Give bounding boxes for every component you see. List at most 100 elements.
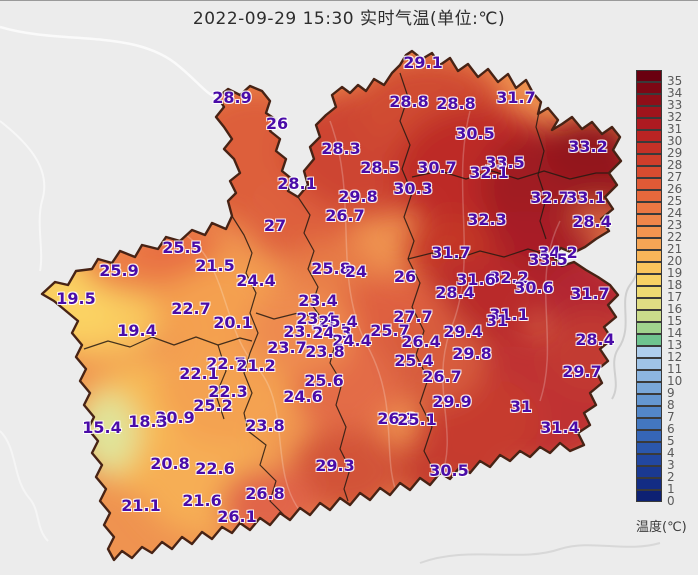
temp-label: 19.5 [56,289,96,308]
colorbar-cell [636,490,662,502]
colorbar-row: 12 [636,346,687,363]
temp-label: 21.2 [236,356,276,375]
colorbar-row: 28 [636,154,687,171]
colorbar-row: 18 [636,274,687,291]
temp-label: 26.2 [377,409,417,428]
colorbar-tick: 28 [667,158,683,172]
colorbar-tick: 1 [667,482,675,496]
temp-label: 33.1 [566,188,606,207]
colorbar-tick: 34 [667,86,683,100]
prefecture-borders [83,72,609,516]
temp-label: 24.6 [283,387,323,406]
colorbar-tick: 33 [667,98,683,112]
temp-label: 29.7 [562,362,602,381]
temp-label: 23.8 [245,416,285,435]
colorbar-tick: 21 [667,242,683,256]
temp-label: 18.3 [128,412,168,431]
colorbar-tick: 27 [667,170,683,184]
temp-label: 28.1 [277,174,317,193]
colorbar-row: 16 [636,298,687,315]
colorbar-cell [636,130,662,142]
temp-label: 32.7 [530,188,570,207]
temp-label: 30.5 [455,124,495,143]
colorbar-row: 32 [636,106,687,123]
temp-label: 20.8 [150,454,190,473]
colorbar-tick: 12 [667,350,683,364]
colorbar-cell [636,382,662,394]
temp-label: 29.1 [403,53,443,72]
colorbar-cell [636,454,662,466]
colorbar-cell [636,118,662,130]
colorbar-cell [636,478,662,490]
colorbar-cell [636,190,662,202]
temp-label: 32.2 [489,268,529,287]
temp-label: 26 [393,267,417,286]
temp-label: 33.5 [485,153,525,172]
colorbar-cell [636,166,662,178]
temp-label: 28.3 [321,139,361,158]
colorbar-cell [636,346,662,358]
colorbar-tick: 31 [667,122,683,136]
colorbar-tick: 6 [667,422,675,436]
temp-label: 34.2 [538,243,578,262]
colorbar-row: 11 [636,358,687,375]
colorbar-tick: 11 [667,362,683,376]
colorbar-tick: 8 [667,398,675,412]
colorbar-row: 31 [636,118,687,135]
colorbar-row: 5 [636,430,687,447]
temp-label: 28.4 [575,330,615,349]
temp-label: 30.6 [514,278,554,297]
temp-label: 21.5 [195,256,235,275]
colorbar-cell [636,154,662,166]
colorbar-row: 8 [636,394,687,411]
colorbar-tick: 18 [667,278,683,292]
temp-label: 23.7 [267,338,307,357]
colorbar-tick: 3 [667,458,675,472]
temp-label: 31.6 [456,270,496,289]
colorbar-row: 23 [636,214,687,231]
colorbar-row: 6 [636,418,687,435]
temp-label: 28.4 [572,212,612,231]
temp-label: 31 [485,311,509,330]
temp-label: 24.3 [312,323,352,342]
colorbar-row: 20 [636,250,687,267]
colorbar-tick: 32 [667,110,683,124]
colorbar-cell [636,286,662,298]
colorbar-cell [636,142,662,154]
colorbar-tick: 30 [667,134,683,148]
colorbar-cell [636,238,662,250]
temp-label: 31.7 [570,284,610,303]
colorbar-tick: 5 [667,434,675,448]
colorbar-cell [636,214,662,226]
temp-label: 23.7 [283,322,323,341]
colorbar-cell [636,466,662,478]
temp-label: 24.4 [332,331,372,350]
temp-label: 32.1 [469,163,509,182]
colorbar-tick: 0 [667,494,675,508]
colorbar-row: 21 [636,238,687,255]
temp-label: 29.9 [432,392,472,411]
colorbar-cell [636,322,662,334]
temp-label: 31 [509,397,533,416]
temp-label: 26.7 [325,206,365,225]
colorbar-row: 22 [636,226,687,243]
colorbar-tick: 4 [667,446,675,460]
temp-label: 22.6 [195,459,235,478]
temp-label: 25.5 [162,238,202,257]
temp-label: 32.3 [467,210,507,229]
temp-label: 26 [265,114,289,133]
colorbar-cell [636,250,662,262]
colorbar-tick: 35 [667,74,683,88]
colorbar: 35 34 33 32 31 30 29 28 27 26 25 24 23 22 21 20 19 18 17 16… [636,70,687,535]
colorbar-cell [636,310,662,322]
temp-label: 31.4 [540,418,580,437]
temp-label: 27.7 [393,307,433,326]
temp-label: 29.4 [443,322,483,341]
temp-label: 22.1 [179,364,219,383]
temp-label: 25.1 [397,410,437,429]
colorbar-tick: 20 [667,254,683,268]
colorbar-row: 13 [636,334,687,351]
colorbar-tick: 10 [667,374,683,388]
